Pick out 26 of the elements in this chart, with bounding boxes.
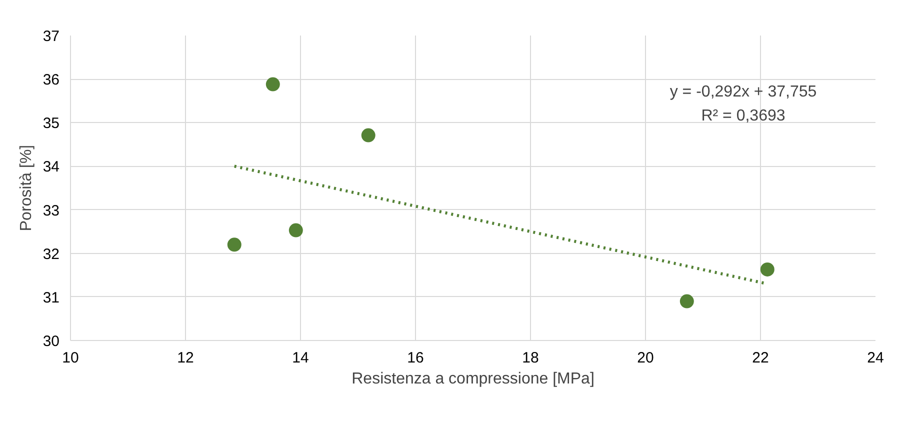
x-tick-label: 14	[292, 350, 309, 366]
point	[680, 294, 694, 308]
x-tick-label: 12	[177, 350, 194, 366]
point	[288, 223, 303, 238]
y-tick-label: 30	[42, 333, 60, 350]
annotation: R² = 0,3693	[701, 108, 786, 125]
x-tick-label: 18	[522, 350, 539, 366]
point	[760, 262, 774, 276]
x-tick-label: 24	[867, 350, 884, 366]
point	[361, 128, 376, 142]
point	[227, 238, 242, 252]
y-tick-label: 31	[42, 289, 60, 306]
x-tick-label: 22	[752, 350, 769, 366]
x-axis-title: Resistenza a compressione [MPa]	[352, 370, 594, 388]
y-tick-label: 37	[42, 28, 60, 45]
x-tick-label: 10	[62, 350, 79, 366]
y-axis-title: Porosità [%]	[18, 144, 35, 232]
point	[266, 77, 280, 92]
y-tick-label: 33	[42, 202, 60, 220]
annotation: y = -0,292x + 37,755	[670, 84, 817, 101]
y-tick-label: 32	[42, 246, 60, 263]
y-tick-label: 34	[42, 158, 60, 176]
y-tick-label: 36	[42, 72, 60, 89]
x-tick-label: 20	[637, 350, 654, 366]
y-tick-label: 35	[42, 115, 60, 132]
x-tick-label: 16	[407, 350, 424, 366]
